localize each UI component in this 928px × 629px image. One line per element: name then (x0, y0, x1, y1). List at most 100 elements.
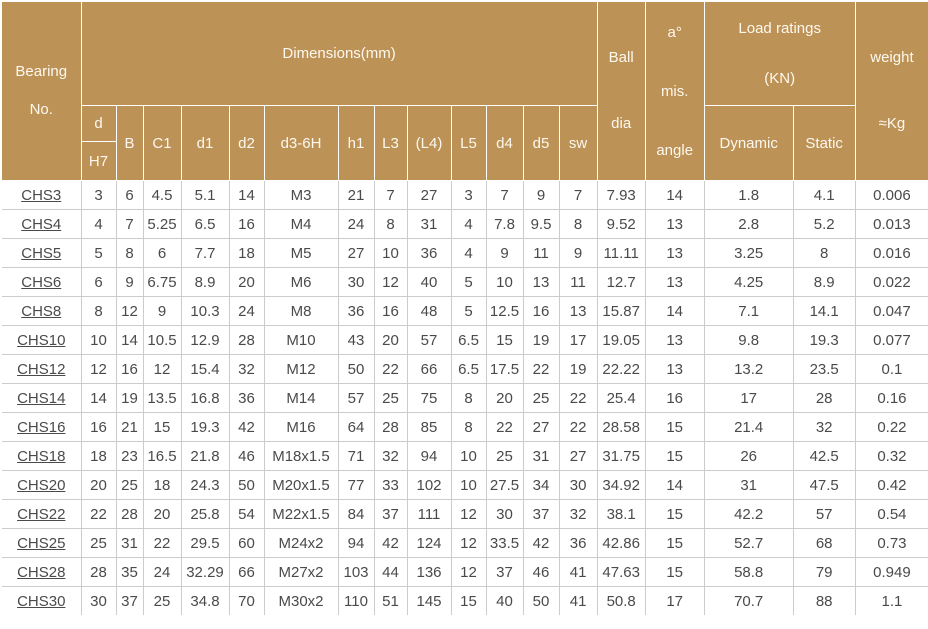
table-cell: 50 (522, 586, 560, 617)
bearing-link[interactable]: CHS22 (17, 505, 66, 523)
table-cell: 15 (644, 528, 705, 558)
table-cell: 0.006 (854, 180, 928, 210)
bearing-link[interactable]: CHS10 (17, 331, 66, 349)
table-cell: 36 (228, 383, 265, 413)
table-cell: 12 (450, 557, 487, 587)
table-cell: CHS20 (0, 470, 82, 500)
table-cell: 57 (337, 383, 375, 413)
table-cell: 16 (373, 296, 408, 326)
table-cell: 28 (373, 412, 408, 442)
table-cell: 1.8 (703, 180, 794, 210)
table-cell: 6 (142, 238, 182, 268)
bearing-link[interactable]: CHS25 (17, 534, 66, 552)
table-cell: 66 (406, 354, 452, 384)
table-cell: 84 (337, 499, 375, 529)
bearing-link[interactable]: CHS30 (17, 592, 66, 610)
table-cell: 22 (558, 412, 598, 442)
header-dimensions: Dimensions(mm) (80, 0, 598, 106)
table-cell: M8 (263, 296, 339, 326)
header-b: B (115, 105, 144, 181)
table-cell: 9 (485, 238, 524, 268)
table-cell: 32.29 (180, 557, 230, 587)
table-cell: 12 (450, 528, 487, 558)
table-cell: 57 (406, 325, 452, 355)
bearing-link[interactable]: CHS16 (17, 418, 66, 436)
table-cell: 27 (406, 180, 452, 210)
table-cell: 42 (522, 528, 560, 558)
bearing-link[interactable]: CHS6 (21, 273, 62, 291)
table-cell: 8 (80, 296, 117, 326)
table-cell: 28 (228, 325, 265, 355)
table-cell: 17 (703, 383, 794, 413)
table-cell: 15 (142, 412, 182, 442)
table-cell: 9.5 (522, 209, 560, 239)
table-cell: 13 (644, 209, 705, 239)
table-cell: 33.5 (485, 528, 524, 558)
bearing-link[interactable]: CHS3 (21, 186, 62, 204)
table-cell: CHS8 (0, 296, 82, 326)
table-cell: 37 (485, 557, 524, 587)
table-cell: 6 (80, 267, 117, 297)
table-row: CHS5 5 8 6 7.7 18 M5 27 10 36 4 9 11 9 11.11 13 3.25 8 0.0… (0, 238, 928, 268)
table-row: CHS3 3 6 4.5 5.1 14 M3 21 7 27 3 7 9 7 7.93 14 1.8 4.1 0.0… (0, 180, 928, 210)
table-cell: 41 (558, 557, 598, 587)
bearing-link[interactable]: CHS28 (17, 563, 66, 581)
header-load-ratings: Load ratings (KN) (703, 0, 856, 106)
table-cell: 31 (406, 209, 452, 239)
bearing-link[interactable]: CHS5 (21, 244, 62, 262)
table-cell: 37 (115, 586, 144, 617)
table-cell: 15 (644, 412, 705, 442)
table-cell: 15.4 (180, 354, 230, 384)
table-cell: 60 (228, 528, 265, 558)
table-cell: 31 (522, 441, 560, 471)
table-cell: 8.9 (792, 267, 856, 297)
table-cell: 4 (450, 238, 487, 268)
table-cell: 51 (373, 586, 408, 617)
table-cell: 13 (558, 296, 598, 326)
table-cell: 50 (337, 354, 375, 384)
bearing-link[interactable]: CHS4 (21, 215, 62, 233)
table-cell: 22.22 (596, 354, 646, 384)
table-cell: 15.87 (596, 296, 646, 326)
table-cell: M3 (263, 180, 339, 210)
table-cell: 12 (80, 354, 117, 384)
table-cell: 40 (406, 267, 452, 297)
table-cell: 10.5 (142, 325, 182, 355)
table-cell: 25 (142, 586, 182, 617)
bearing-link[interactable]: CHS8 (21, 302, 62, 320)
table-cell: 36 (337, 296, 375, 326)
bearing-link[interactable]: CHS12 (17, 360, 66, 378)
table-cell: 21 (115, 412, 144, 442)
header-weight: weight ≈Kg (854, 0, 928, 181)
table-cell: 46 (522, 557, 560, 587)
table-cell: 14 (644, 180, 705, 210)
table-cell: 0.16 (854, 383, 928, 413)
table-cell: 16 (522, 296, 560, 326)
table-cell: 21 (337, 180, 375, 210)
bearing-link[interactable]: CHS20 (17, 476, 66, 494)
table-cell: 13 (644, 238, 705, 268)
table-cell: 5.1 (180, 180, 230, 210)
table-cell: 25 (373, 383, 408, 413)
table-cell: 102 (406, 470, 452, 500)
table-cell: M30x2 (263, 586, 339, 617)
table-row: CHS6 6 9 6.75 8.9 20 M6 30 12 40 5 10 13 11 12.7 13 4.25… (0, 267, 928, 297)
table-cell: 25.8 (180, 499, 230, 529)
table-cell: 5 (80, 238, 117, 268)
table-cell: 52.7 (703, 528, 794, 558)
table-cell: 4.25 (703, 267, 794, 297)
bearing-link[interactable]: CHS14 (17, 389, 66, 407)
table-cell: CHS6 (0, 267, 82, 297)
table-cell: 47.63 (596, 557, 646, 587)
table-cell: M6 (263, 267, 339, 297)
table-cell: 0.1 (854, 354, 928, 384)
table-cell: 40 (485, 586, 524, 617)
table-row: CHS8 8 12 9 10.3 24 M8 36 16 48 5 12.5 16 13 15.87 14 7.… (0, 296, 928, 326)
bearing-link[interactable]: CHS18 (17, 447, 66, 465)
table-cell: 38.1 (596, 499, 646, 529)
table-cell: 68 (792, 528, 856, 558)
table-cell: 20 (485, 383, 524, 413)
table-cell: CHS4 (0, 209, 82, 239)
table-cell: 19.05 (596, 325, 646, 355)
table-cell: 32 (373, 441, 408, 471)
